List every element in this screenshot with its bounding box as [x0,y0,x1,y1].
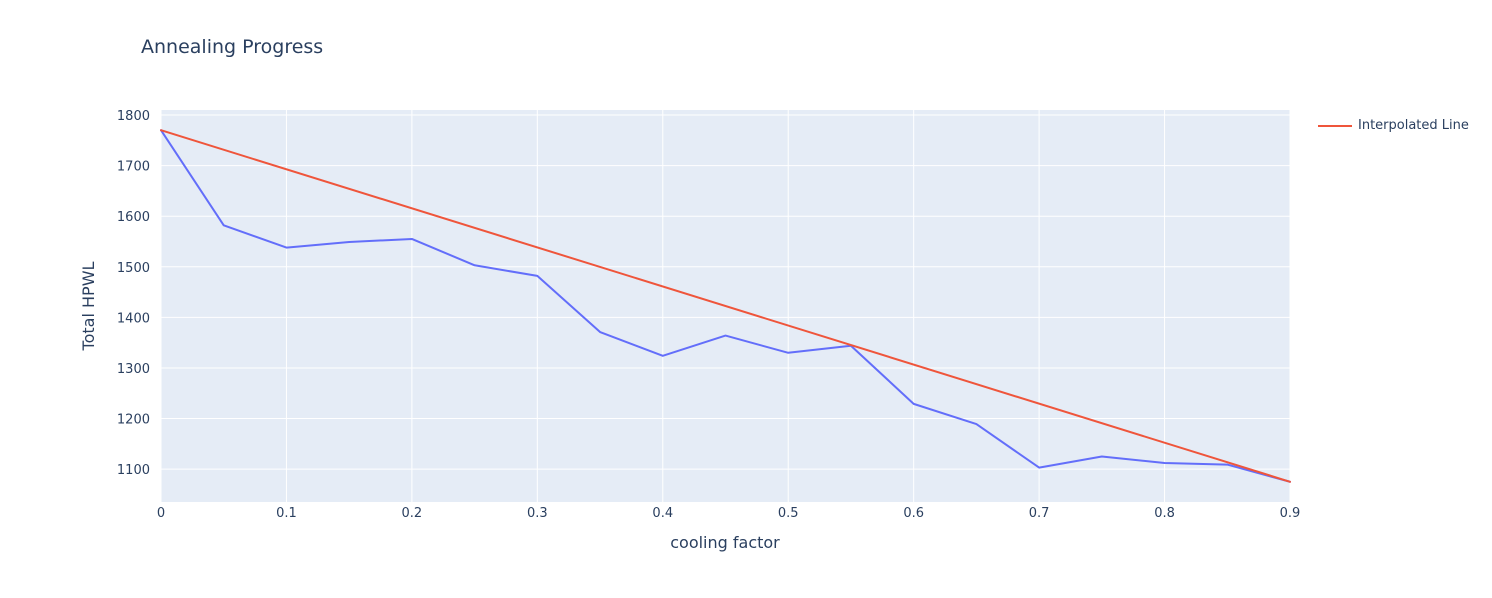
series-line-hpwl [160,129,1291,483]
x-tick-label: 0.6 [903,506,924,521]
y-tick-label: 1200 [117,413,150,428]
y-tick-label: 1100 [117,463,150,478]
x-tick-label: 0.1 [276,506,297,521]
x-tick-label: 0.2 [402,506,423,521]
series-line-interpolated [160,129,1291,483]
y-tick-label: 1300 [117,362,150,377]
gridlines [160,110,1291,502]
y-tick-labels: 1100 1200 1300 1400 1500 1600 1700 1800 [117,109,150,478]
x-tick-labels: 0 0.1 0.2 0.3 0.4 0.5 0.6 0.7 0.8 0.9 [157,506,1300,521]
legend-label-interpolated-line: Interpolated Line [1358,118,1469,133]
chart-title: Annealing Progress [141,36,324,58]
x-tick-label: 0.9 [1280,506,1301,521]
x-tick-label: 0.3 [527,506,548,521]
x-tick-label: 0 [157,506,165,521]
legend[interactable]: Interpolated Line [1318,118,1469,133]
legend-swatch-interpolated-line [1318,124,1352,127]
x-tick-label: 0.8 [1154,506,1175,521]
x-tick-label: 0.4 [652,506,673,521]
series-lines [160,129,1291,483]
y-tick-label: 1800 [117,109,150,124]
x-axis-label: cooling factor [670,533,780,552]
x-tick-label: 0.7 [1029,506,1050,521]
y-tick-label: 1500 [117,261,150,276]
y-axis-label: Total HPWL [79,261,98,351]
x-tick-label: 0.5 [778,506,799,521]
y-tick-label: 1700 [117,160,150,175]
y-tick-label: 1600 [117,210,150,225]
y-tick-label: 1400 [117,311,150,326]
